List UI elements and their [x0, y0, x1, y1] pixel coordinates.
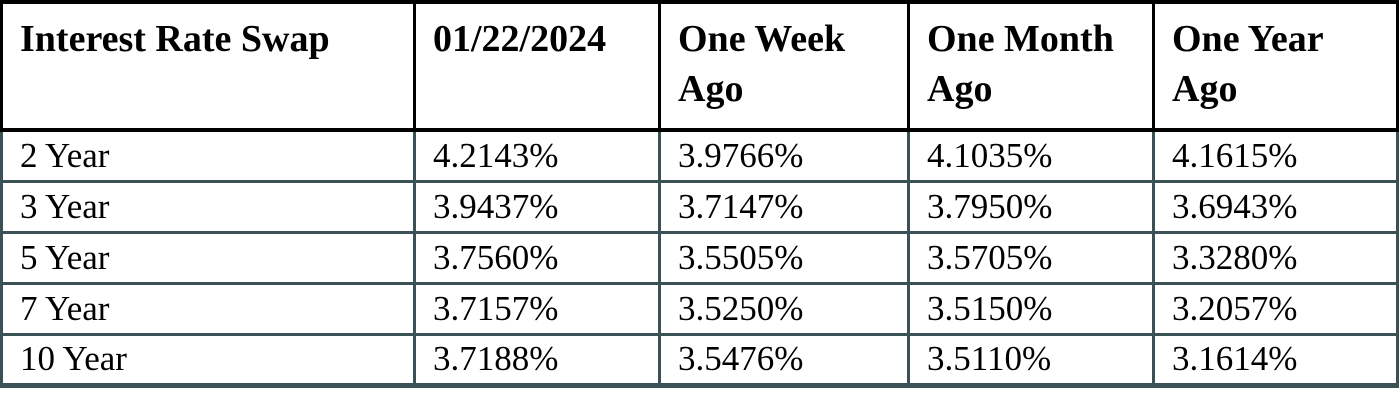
row-label: 10 Year: [0, 332, 416, 388]
row-label: 5 Year: [0, 230, 416, 285]
header-cell-one-month-ago: One Month Ago: [907, 0, 1155, 132]
header-cell-interest-rate-swap: Interest Rate Swap: [0, 0, 416, 132]
rate-cell: 3.3280%: [1152, 230, 1399, 285]
rate-cell: 3.7188%: [413, 332, 661, 388]
table-body: 2 Year 4.2143% 3.9766% 4.1035% 4.1615% 3…: [0, 128, 1399, 388]
table-row-5-year: 5 Year 3.7560% 3.5505% 3.5705% 3.3280%: [0, 230, 1399, 285]
rate-cell: 3.1614%: [1152, 332, 1399, 388]
rate-cell: 3.5476%: [658, 332, 910, 388]
interest-rate-swap-table-wrapper: Interest Rate Swap 01/22/2024 One Week A…: [0, 0, 1399, 388]
rate-cell: 3.7560%: [413, 230, 661, 285]
header-cell-one-year-ago: One Year Ago: [1152, 0, 1399, 132]
rate-cell: 3.5250%: [658, 281, 910, 336]
rate-cell: 4.1035%: [907, 128, 1155, 183]
rate-cell: 3.7147%: [658, 179, 910, 234]
row-label: 2 Year: [0, 128, 416, 183]
header-cell-one-week-ago: One Week Ago: [658, 0, 910, 132]
table-row-7-year: 7 Year 3.7157% 3.5250% 3.5150% 3.2057%: [0, 281, 1399, 336]
header-row: Interest Rate Swap 01/22/2024 One Week A…: [0, 0, 1399, 132]
rate-cell: 3.5150%: [907, 281, 1155, 336]
interest-rate-swap-table: Interest Rate Swap 01/22/2024 One Week A…: [0, 0, 1399, 388]
rate-cell: 3.6943%: [1152, 179, 1399, 234]
rate-cell: 3.7157%: [413, 281, 661, 336]
rate-cell: 3.2057%: [1152, 281, 1399, 336]
table-header: Interest Rate Swap 01/22/2024 One Week A…: [0, 0, 1399, 132]
table-row-2-year: 2 Year 4.2143% 3.9766% 4.1035% 4.1615%: [0, 128, 1399, 183]
header-cell-date: 01/22/2024: [413, 0, 661, 132]
rate-cell: 3.9766%: [658, 128, 910, 183]
rate-cell: 3.5705%: [907, 230, 1155, 285]
table-row-10-year: 10 Year 3.7188% 3.5476% 3.5110% 3.1614%: [0, 332, 1399, 388]
rate-cell: 4.1615%: [1152, 128, 1399, 183]
rate-cell: 3.9437%: [413, 179, 661, 234]
rate-cell: 3.7950%: [907, 179, 1155, 234]
row-label: 7 Year: [0, 281, 416, 336]
rate-cell: 3.5110%: [907, 332, 1155, 388]
row-label: 3 Year: [0, 179, 416, 234]
rate-cell: 3.5505%: [658, 230, 910, 285]
table-row-3-year: 3 Year 3.9437% 3.7147% 3.7950% 3.6943%: [0, 179, 1399, 234]
rate-cell: 4.2143%: [413, 128, 661, 183]
